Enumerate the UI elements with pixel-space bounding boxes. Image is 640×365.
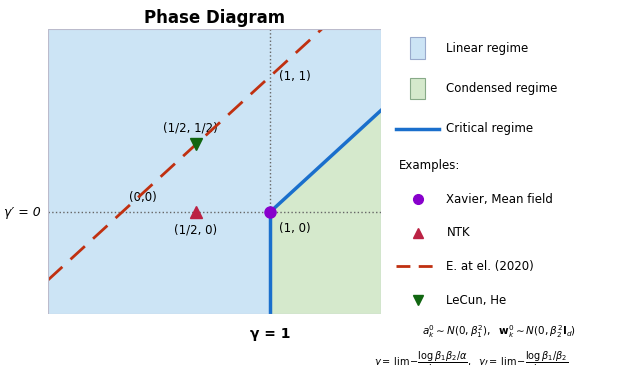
Text: γ′ = 0: γ′ = 0 bbox=[4, 206, 40, 219]
Text: Examples:: Examples: bbox=[398, 159, 460, 172]
Text: (1/2, 0): (1/2, 0) bbox=[174, 223, 218, 236]
Text: LeCun, He: LeCun, He bbox=[447, 293, 507, 307]
Text: (1, 0): (1, 0) bbox=[279, 222, 310, 235]
Text: $a_k^0 \sim N(0, \beta_1^2),\ \ \mathbf{w}_k^0 \sim N(0, \beta_2^2 \mathbf{I}_d): $a_k^0 \sim N(0, \beta_1^2),\ \ \mathbf{… bbox=[422, 323, 577, 340]
Text: (0,0): (0,0) bbox=[129, 191, 157, 204]
Text: $\gamma = \lim_{m\to\infty} -\dfrac{\log \beta_1 \beta_2/\alpha}{\log m},\ \ \ga: $\gamma = \lim_{m\to\infty} -\dfrac{\log… bbox=[374, 350, 569, 365]
Text: Xavier, Mean field: Xavier, Mean field bbox=[447, 193, 553, 206]
Text: NTK: NTK bbox=[447, 226, 470, 239]
Text: Critical regime: Critical regime bbox=[447, 122, 534, 135]
Text: Phase Diagram: Phase Diagram bbox=[144, 9, 285, 27]
Text: Linear regime: Linear regime bbox=[447, 42, 529, 55]
Text: E. at el. (2020): E. at el. (2020) bbox=[447, 260, 534, 273]
Polygon shape bbox=[270, 111, 381, 314]
FancyBboxPatch shape bbox=[410, 77, 426, 99]
Text: (1, 1): (1, 1) bbox=[279, 70, 310, 83]
Text: Condensed regime: Condensed regime bbox=[447, 82, 558, 95]
Text: (1/2, 1/2): (1/2, 1/2) bbox=[163, 122, 218, 135]
FancyBboxPatch shape bbox=[410, 37, 426, 59]
Text: γ = 1: γ = 1 bbox=[250, 327, 290, 341]
Polygon shape bbox=[48, 29, 381, 314]
